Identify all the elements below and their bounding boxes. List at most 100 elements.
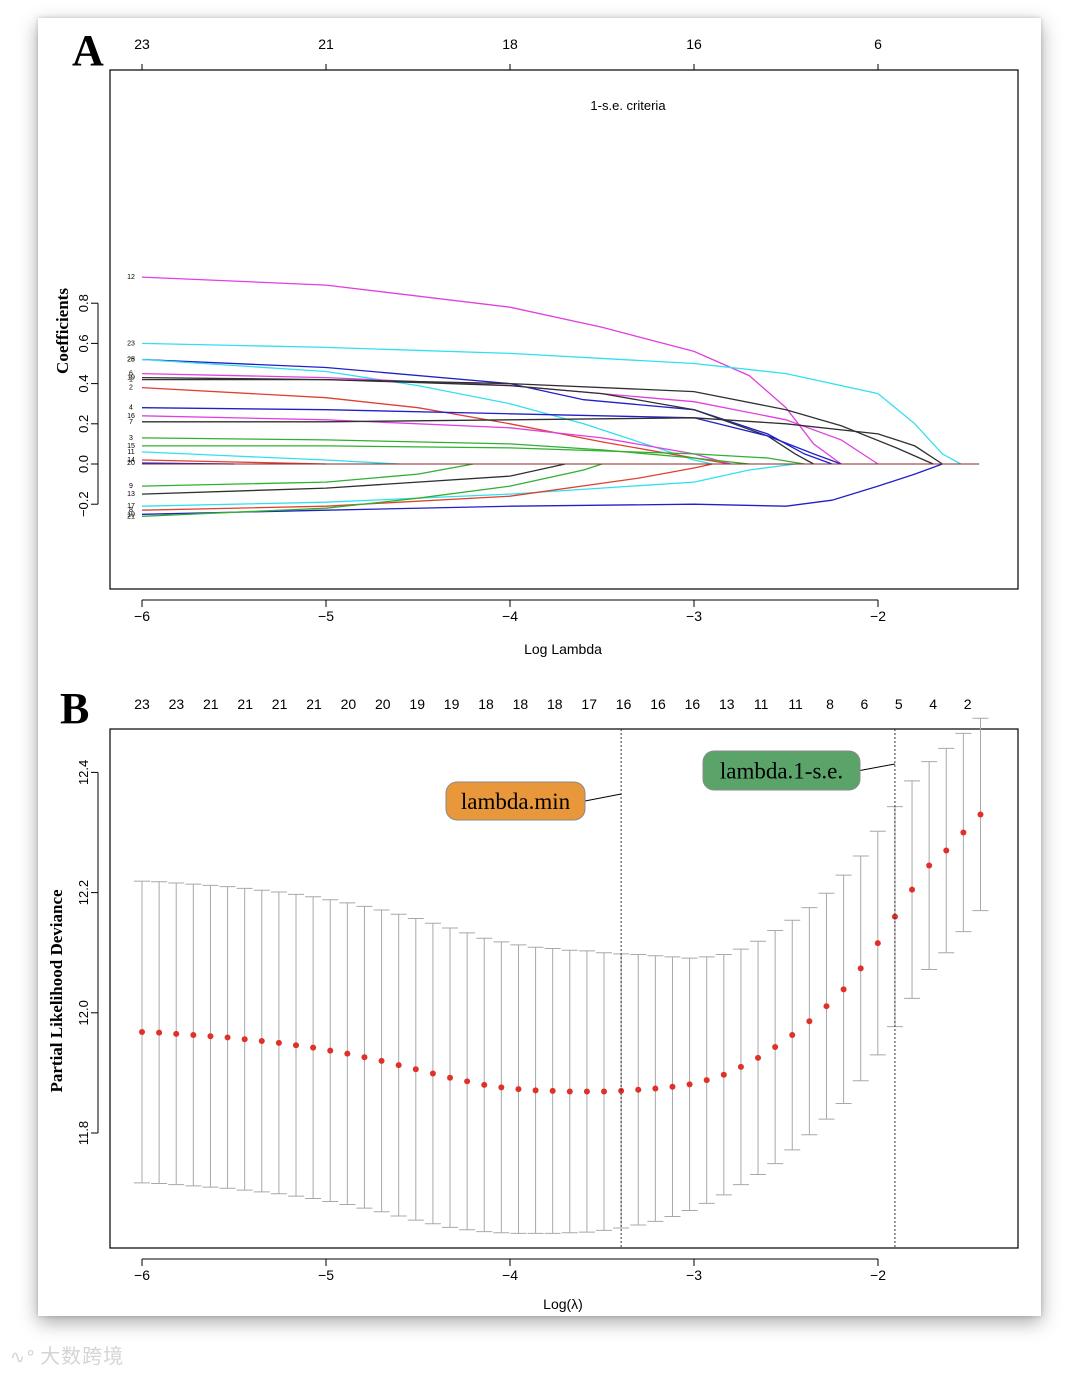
coef-x-tick-label: −6 [134, 608, 150, 624]
cv-deviance-point [874, 940, 881, 947]
cv-x-tick-label: −6 [134, 1267, 150, 1283]
coef-path-label-10: 10 [127, 511, 135, 518]
coef-x-tick-label: −3 [686, 608, 702, 624]
lambda-min-callout-label: lambda.min [461, 789, 571, 814]
cv-deviance-point [857, 965, 864, 972]
coef-path-11 [141, 451, 400, 465]
cv-deviance-point [652, 1085, 659, 1092]
coef-top-tick-label: 23 [134, 36, 150, 52]
cv-deviance-point [173, 1030, 180, 1037]
cv-deviance-point [258, 1038, 265, 1045]
cv-plot-frame [109, 728, 1019, 1249]
coef-path-23 [141, 342, 962, 465]
coef-path-label-17: 17 [127, 503, 135, 510]
cv-top-count-label: 8 [826, 696, 834, 712]
cv-deviance-point [310, 1044, 317, 1051]
coef-path-6 [141, 372, 879, 465]
cv-x-axis-label: Log(λ) [543, 1296, 583, 1312]
cv-deviance-point [720, 1071, 727, 1078]
coef-x-tick-label: −4 [502, 608, 518, 624]
watermark: ∿° 大数跨境 [10, 1340, 124, 1369]
cv-top-count-label: 16 [650, 696, 666, 712]
coef-chart-title: 1-s.e. criteria [590, 98, 666, 113]
coef-top-tick-label: 21 [318, 36, 334, 52]
cv-deviance-point [139, 1029, 145, 1036]
cv-deviance-point [498, 1084, 505, 1091]
coef-y-axis-label: Coefficients [53, 288, 72, 374]
cv-y-tick-label: 12.4 [76, 760, 91, 785]
coef-path-21 [141, 463, 603, 517]
cv-deviance-point [909, 886, 916, 893]
coef-x-tick-label: −2 [870, 608, 886, 624]
coef-path-10 [141, 463, 943, 515]
cv-deviance-point [361, 1054, 368, 1061]
cv-deviance-point [344, 1050, 351, 1057]
coef-path-label-14: 14 [127, 457, 135, 464]
cv-deviance-point [960, 829, 967, 836]
cv-deviance-point [412, 1066, 419, 1073]
coef-y-tick-label: 0.8 [76, 294, 91, 312]
cv-top-count-label: 19 [409, 696, 425, 712]
coef-y-tick-label: 0.6 [76, 334, 91, 352]
coef-path-12 [141, 276, 842, 465]
cv-deviance-point [789, 1032, 796, 1039]
coef-path-label-6: 6 [129, 371, 133, 378]
coef-y-tick-label: −0.2 [76, 491, 91, 517]
cv-deviance-point [464, 1078, 471, 1085]
cv-deviance-point [583, 1088, 590, 1095]
cv-top-count-label: 23 [169, 696, 185, 712]
coef-y-tick-label: 0.2 [76, 415, 91, 433]
cv-deviance-point [481, 1081, 488, 1088]
cv-top-count-label: 21 [237, 696, 253, 712]
cv-deviance-point [378, 1057, 385, 1064]
cv-deviance-point [566, 1088, 573, 1095]
coef-path-label-9: 9 [129, 483, 133, 490]
watermark-text: 大数跨境 [40, 1344, 125, 1368]
coef-top-tick-label: 18 [502, 36, 518, 52]
coef-path-1 [142, 378, 934, 465]
cv-top-count-label: 5 [895, 696, 903, 712]
cv-deviance-point [737, 1063, 744, 1070]
cv-deviance-point [755, 1054, 762, 1061]
cv-deviance-point [275, 1039, 282, 1046]
coef-path-4 [141, 407, 842, 465]
coef-path-label-4: 4 [129, 405, 133, 412]
cv-deviance-point [293, 1042, 300, 1049]
coef-x-axis-label: Log Lambda [524, 641, 602, 657]
coef-y-tick-label: 0.4 [76, 375, 91, 393]
coefficient-path-plot: −6 −5 −4 −3 −223 21 18 16 6−0.20.00.20.40.60.812… [76, 36, 1019, 624]
cv-deviance-point [549, 1087, 556, 1094]
coef-path-label-20: 20 [127, 460, 135, 467]
cv-deviance-point [686, 1081, 693, 1088]
cv-top-count-label: 6 [861, 696, 869, 712]
cv-deviance-point [532, 1087, 539, 1094]
cv-deviance-point [395, 1062, 402, 1069]
coef-path-3 [141, 437, 750, 465]
cv-deviance-point [190, 1032, 197, 1039]
lambda-1se-callout-box [702, 750, 861, 791]
cv-deviance-point [840, 986, 847, 993]
coef-path-label-13: 13 [127, 491, 135, 498]
panel-b-label: B [60, 684, 89, 733]
coef-path-label-25: 25 [127, 356, 135, 363]
cv-deviance-point [241, 1036, 248, 1043]
cv-deviance-point [224, 1034, 231, 1041]
cv-top-count-label: 16 [685, 696, 701, 712]
cv-x-tick-label: −5 [318, 1267, 334, 1283]
cv-top-count-label: 2 [964, 696, 972, 712]
cv-y-tick-label: 12.2 [76, 880, 91, 905]
lambda-min-callout-leader [584, 793, 622, 802]
coef-x-tick-label: −5 [318, 608, 334, 624]
cv-deviance-point [806, 1018, 813, 1025]
coef-path-14 [141, 459, 327, 465]
cv-deviance-point [823, 1003, 830, 1010]
coef-path-label-7: 7 [129, 419, 133, 426]
coef-path-label-15: 15 [127, 443, 135, 450]
cv-top-count-label: 21 [203, 696, 219, 712]
cv-x-tick-label: −2 [870, 1267, 886, 1283]
panel-a-label: A [72, 26, 104, 75]
cv-deviance-point [447, 1074, 454, 1081]
cv-deviance-point [977, 811, 984, 818]
coef-path-7 [142, 417, 943, 465]
cv-deviance-point [156, 1029, 163, 1036]
